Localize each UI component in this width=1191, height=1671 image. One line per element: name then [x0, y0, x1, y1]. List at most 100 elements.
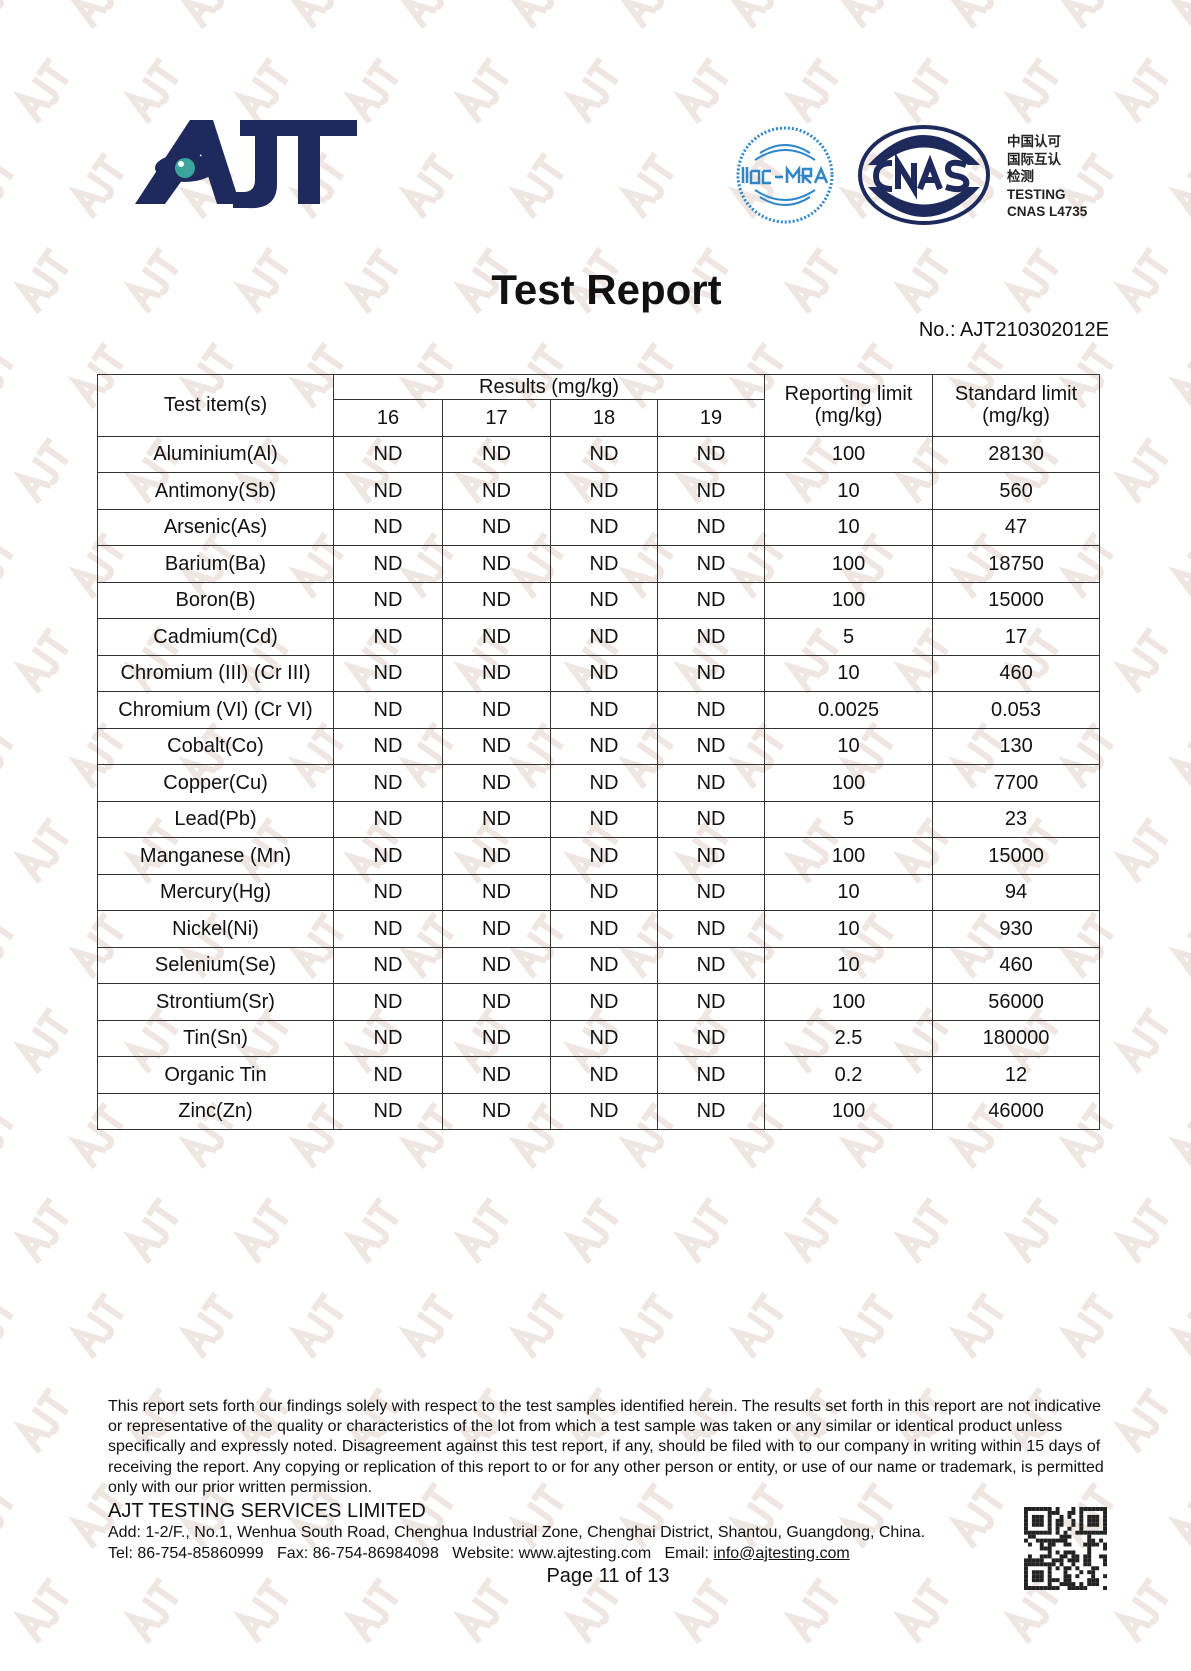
result-cell: ND — [656, 983, 766, 1021]
watermark-mark — [397, 1291, 454, 1359]
watermark-mark — [1112, 1196, 1169, 1264]
cnas-line: CNAS L4735 — [1007, 204, 1088, 219]
result-cell: ND — [442, 873, 551, 911]
watermark-mark — [342, 1196, 399, 1264]
watermark-mark — [1167, 531, 1191, 599]
result-cell: ND — [550, 618, 658, 656]
result-cell: ND — [550, 837, 658, 875]
test-item-cell: Lead(Pb) — [97, 800, 334, 838]
watermark-mark — [672, 56, 729, 124]
watermark-mark — [0, 341, 14, 409]
result-cell: ND — [656, 691, 766, 729]
result-cell: ND — [550, 654, 658, 692]
standard-limit-cell: 28130 — [932, 435, 1101, 473]
table-row: Chromium (III) (Cr III) ND ND ND ND 10 460 — [97, 654, 1101, 692]
result-cell: ND — [656, 618, 766, 656]
watermark-mark — [892, 56, 949, 124]
result-cell: ND — [442, 727, 551, 765]
standard-limit-cell: 180000 — [932, 1019, 1101, 1057]
result-cell: ND — [550, 1092, 658, 1130]
result-cell: ND — [333, 800, 443, 838]
result-cell: ND — [442, 1056, 551, 1094]
result-cell: ND — [333, 654, 443, 692]
result-cell: ND — [333, 545, 443, 583]
watermark-mark — [0, 151, 14, 219]
watermark-mark — [177, 0, 234, 29]
result-cell: ND — [550, 800, 658, 838]
test-item-cell: Barium(Ba) — [97, 545, 334, 583]
watermark-mark — [1112, 816, 1169, 884]
watermark-mark — [617, 151, 674, 219]
watermark-mark — [0, 531, 14, 599]
reporting-limit-cell: 10 — [764, 946, 934, 984]
result-cell: ND — [656, 654, 766, 692]
footer: This report sets forth our findings sole… — [108, 1397, 1108, 1588]
result-cell: ND — [550, 508, 658, 546]
test-item-cell: Cadmium(Cd) — [97, 618, 334, 656]
watermark-mark — [122, 1196, 179, 1264]
result-cell: ND — [442, 508, 551, 546]
result-cell: ND — [333, 910, 443, 948]
email-link[interactable]: info@ajtesting.com — [713, 1544, 850, 1562]
watermark-mark — [12, 1576, 69, 1644]
result-cell: ND — [442, 654, 551, 692]
result-cell: ND — [550, 910, 658, 948]
watermark-mark — [507, 1291, 564, 1359]
table-row: Strontium(Sr) ND ND ND ND 100 56000 — [97, 983, 1101, 1021]
result-cell: ND — [656, 545, 766, 583]
standard-limit-cell: 46000 — [932, 1092, 1101, 1130]
cnas-line: 国际互认 — [1007, 151, 1061, 167]
watermark-mark — [67, 1291, 124, 1359]
ajt-logo — [135, 120, 357, 209]
watermark-mark — [122, 246, 179, 314]
result-cell: ND — [550, 946, 658, 984]
result-cell: ND — [333, 435, 443, 473]
cnas-accreditation-text: 中国认可 国际互认 检测 TESTING CNAS L4735 — [1007, 133, 1087, 221]
result-cell: ND — [550, 472, 658, 510]
watermark-mark — [287, 0, 344, 29]
result-cell: ND — [442, 910, 551, 948]
table-row: Arsenic(As) ND ND ND ND 10 47 — [97, 508, 1101, 546]
result-cell: ND — [442, 946, 551, 984]
result-cell: ND — [333, 837, 443, 875]
watermark-mark — [12, 56, 69, 124]
watermark-mark — [287, 1291, 344, 1359]
watermark-mark — [507, 151, 564, 219]
header-sample: 16 — [333, 399, 443, 437]
watermark-mark — [507, 0, 564, 29]
table-row: Aluminium(Al) ND ND ND ND 100 28130 — [97, 435, 1101, 473]
watermark-mark — [1112, 1576, 1169, 1644]
watermark-mark — [1167, 1481, 1191, 1549]
result-cell: ND — [333, 873, 443, 911]
result-cell: ND — [442, 472, 551, 510]
cnas-line: TESTING — [1007, 186, 1066, 202]
test-item-cell: Copper(Cu) — [97, 764, 334, 802]
result-cell: ND — [442, 691, 551, 729]
result-cell: ND — [442, 800, 551, 838]
test-item-cell: Zinc(Zn) — [97, 1092, 334, 1130]
test-item-cell: Aluminium(Al) — [97, 435, 334, 473]
result-cell: ND — [656, 435, 766, 473]
watermark-mark — [1167, 0, 1191, 29]
result-cell: ND — [550, 435, 658, 473]
watermark-mark — [782, 56, 839, 124]
watermark-mark — [1167, 151, 1191, 219]
watermark-mark — [947, 0, 1004, 29]
watermark-mark — [1112, 246, 1169, 314]
ilac-mra-logo — [736, 126, 834, 224]
watermark-mark — [0, 1291, 14, 1359]
test-item-cell: Boron(B) — [97, 581, 334, 619]
reporting-limit-cell: 10 — [764, 508, 934, 546]
result-cell: ND — [550, 983, 658, 1021]
standard-limit-cell: 460 — [932, 654, 1101, 692]
result-cell: ND — [656, 873, 766, 911]
watermark-mark — [837, 0, 894, 29]
watermark-mark — [232, 246, 289, 314]
qr-code — [1024, 1507, 1107, 1590]
result-cell: ND — [550, 873, 658, 911]
cnas-logo — [858, 125, 990, 225]
reporting-limit-cell: 10 — [764, 654, 934, 692]
result-cell: ND — [442, 581, 551, 619]
watermark-mark — [892, 1196, 949, 1264]
result-cell: ND — [333, 1092, 443, 1130]
